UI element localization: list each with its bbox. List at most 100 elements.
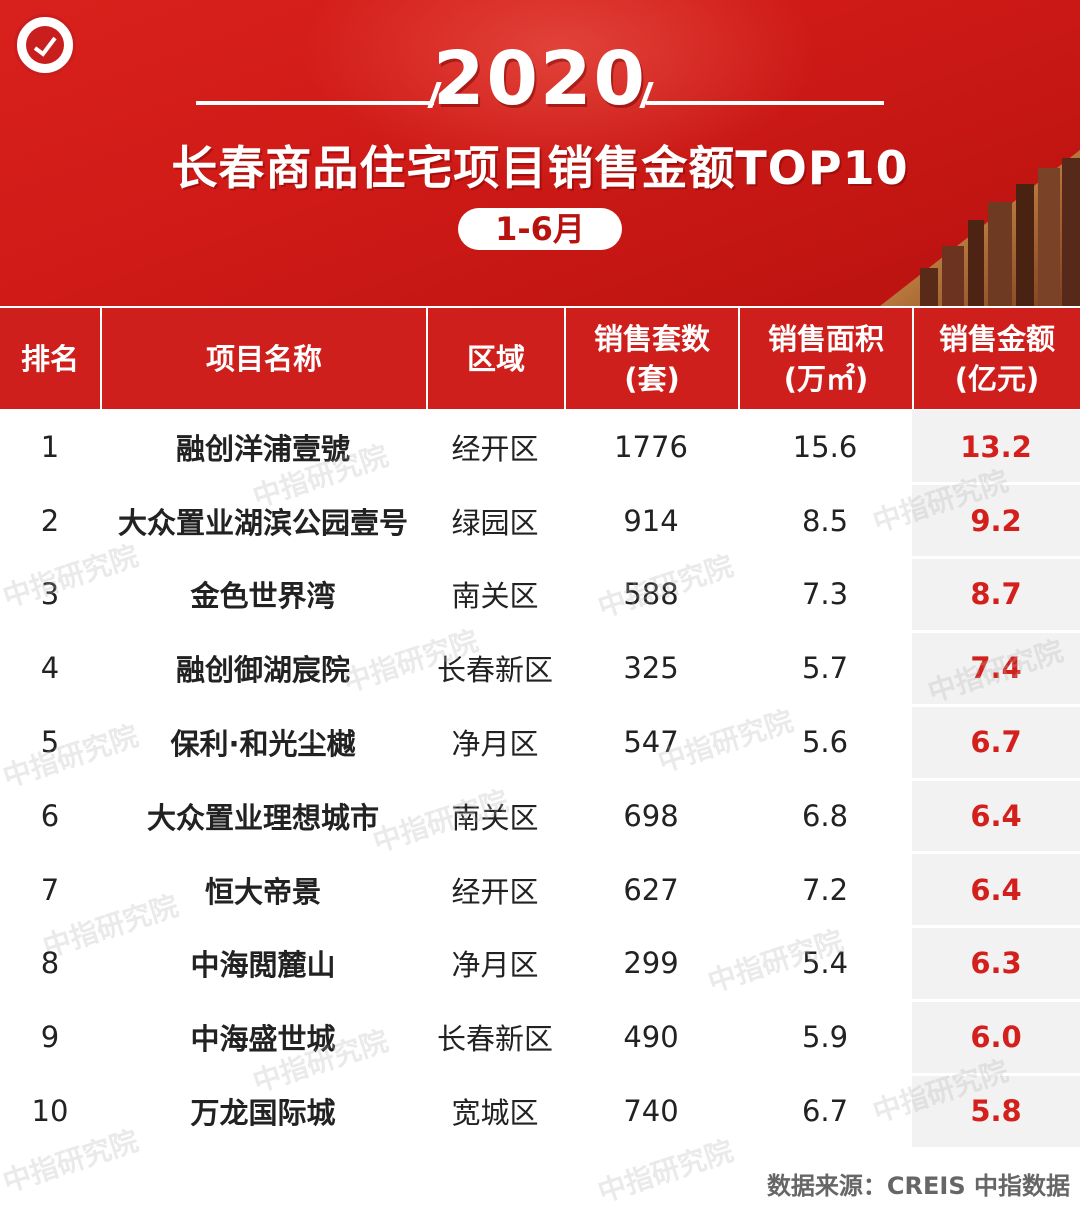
amount-cell: 13.2 (960, 429, 1032, 464)
rank-cell: 7 (40, 872, 60, 907)
table-row: 3 金色世界湾 南关区 588 7.3 8.7 (0, 558, 1080, 632)
district-cell: 净月区 (451, 727, 539, 762)
data-source-note: 数据来源：CREIS 中指数据 (766, 1172, 1070, 1200)
project-name-cell: 金色世界湾 (190, 579, 336, 614)
amount-cell: 9.2 (970, 503, 1022, 538)
project-name-cell: 中海盛世城 (190, 1022, 336, 1057)
table-row: 5 保利·和光尘樾 净月区 547 5.6 6.7 (0, 705, 1080, 779)
table-row: 4 融创御湖宸院 长春新区 325 5.7 7.4 (0, 631, 1080, 705)
units-cell: 1776 (614, 429, 688, 464)
column-header-amount-line-1: 销售金额 (938, 321, 1055, 356)
city-skyline-image (880, 150, 1080, 306)
amount-cell: 6.4 (970, 872, 1022, 907)
area-cell: 5.4 (801, 946, 849, 981)
amount-cell: 8.7 (970, 577, 1022, 612)
period-badge: 1-6月 (458, 208, 622, 250)
rank-cell: 9 (40, 1020, 60, 1055)
table-row: 6 大众置业理想城市 南关区 698 6.8 6.4 (0, 779, 1080, 853)
rank-cell: 2 (40, 503, 60, 538)
area-cell: 5.6 (801, 725, 849, 760)
table-row: 2 大众置业湖滨公园壹号 绿园区 914 8.5 9.2 (0, 484, 1080, 558)
units-cell: 914 (623, 503, 679, 538)
amount-row-separator (912, 1072, 1080, 1076)
column-header-area-line-2: (万㎡) (783, 361, 869, 396)
amount-row-separator (912, 629, 1080, 633)
column-header-rank: 排名 (20, 341, 79, 376)
area-cell: 7.3 (801, 577, 849, 612)
title-rule-left (196, 101, 434, 105)
area-cell: 6.7 (801, 1094, 849, 1129)
amount-cell: 5.8 (970, 1094, 1022, 1129)
units-cell: 299 (623, 946, 679, 981)
rank-cell: 8 (40, 946, 60, 981)
table-row: 9 中海盛世城 长春新区 490 5.9 6.0 (0, 1000, 1080, 1074)
column-header-district: 区域 (426, 308, 564, 409)
column-header-amount: 销售金额 (亿元) (912, 308, 1080, 409)
amount-row-separator (912, 482, 1080, 486)
column-header-area: 销售面积 (万㎡) (738, 308, 912, 409)
table-body: 1 融创洋浦壹號 经开区 1776 15.6 13.2 2 大众置业湖滨公园壹号 绿园区 914 8… (0, 410, 1080, 1148)
column-header-units-line-2: (套) (624, 361, 680, 396)
amount-column-background (912, 410, 1080, 1147)
amount-cell: 6.3 (970, 946, 1022, 981)
project-name-cell: 大众置业理想城市 (146, 800, 379, 835)
units-cell: 325 (623, 651, 679, 686)
units-cell: 588 (623, 577, 679, 612)
units-cell: 490 (623, 1020, 679, 1055)
table-row: 7 恒大帝景 经开区 627 7.2 6.4 (0, 853, 1080, 927)
column-header-units: 销售套数 (套) (564, 308, 738, 409)
title-rule-right (646, 101, 884, 105)
area-cell: 8.5 (801, 503, 849, 538)
district-cell: 长春新区 (436, 1022, 553, 1057)
column-header-area-line-1: 销售面积 (767, 321, 884, 356)
column-header-name: 项目名称 (100, 308, 426, 409)
units-cell: 740 (623, 1094, 679, 1129)
area-cell: 6.8 (801, 798, 849, 833)
rank-cell: 1 (40, 429, 60, 464)
rank-cell: 4 (40, 651, 60, 686)
amount-row-separator (912, 703, 1080, 707)
amount-row-separator (912, 556, 1080, 560)
table-header: 排名 项目名称 区域 销售套数 (套) 销售面积 (万㎡) 销售金额 (亿元) (0, 308, 1080, 409)
district-cell: 净月区 (451, 948, 539, 983)
rank-cell: 10 (31, 1094, 69, 1129)
amount-row-separator (912, 851, 1080, 855)
banner-header: 2020 长春商品住宅项目销售金额TOP10 1-6月 (0, 0, 1080, 306)
rank-cell: 3 (40, 577, 60, 612)
units-cell: 698 (623, 798, 679, 833)
district-cell: 绿园区 (451, 505, 539, 540)
project-name-cell: 融创御湖宸院 (175, 653, 350, 688)
project-name-cell: 恒大帝景 (204, 874, 321, 909)
year-heading: 2020 (433, 36, 647, 122)
project-name-cell: 万龙国际城 (190, 1096, 336, 1131)
rank-cell: 5 (40, 725, 60, 760)
table-row: 10 万龙国际城 宽城区 740 6.7 5.8 (0, 1074, 1080, 1148)
project-name-cell: 保利·和光尘樾 (170, 727, 356, 762)
amount-cell: 6.4 (970, 798, 1022, 833)
amount-row-separator (912, 777, 1080, 781)
column-header-amount-line-2: (亿元) (954, 361, 1040, 396)
area-cell: 7.2 (801, 872, 849, 907)
district-cell: 经开区 (451, 874, 539, 909)
project-name-cell: 中海閲麓山 (190, 948, 336, 983)
amount-cell: 6.0 (970, 1020, 1022, 1055)
amount-row-separator (912, 998, 1080, 1002)
district-cell: 长春新区 (436, 653, 553, 688)
institute-seal-logo (14, 14, 76, 76)
area-cell: 15.6 (792, 429, 858, 464)
amount-row-separator (912, 925, 1080, 929)
district-cell: 经开区 (451, 431, 539, 466)
district-cell: 宽城区 (451, 1096, 539, 1131)
banner-glow (300, 0, 820, 180)
district-cell: 南关区 (451, 579, 539, 614)
column-header-units-line-1: 销售套数 (593, 321, 710, 356)
district-cell: 南关区 (451, 800, 539, 835)
amount-cell: 7.4 (970, 651, 1022, 686)
area-cell: 5.7 (801, 651, 849, 686)
table-row: 8 中海閲麓山 净月区 299 5.4 6.3 (0, 927, 1080, 1001)
project-name-cell: 融创洋浦壹號 (175, 431, 350, 466)
project-name-cell: 大众置业湖滨公园壹号 (117, 505, 408, 540)
units-cell: 547 (623, 725, 679, 760)
table-row: 1 融创洋浦壹號 经开区 1776 15.6 13.2 (0, 410, 1080, 484)
amount-cell: 6.7 (970, 725, 1022, 760)
